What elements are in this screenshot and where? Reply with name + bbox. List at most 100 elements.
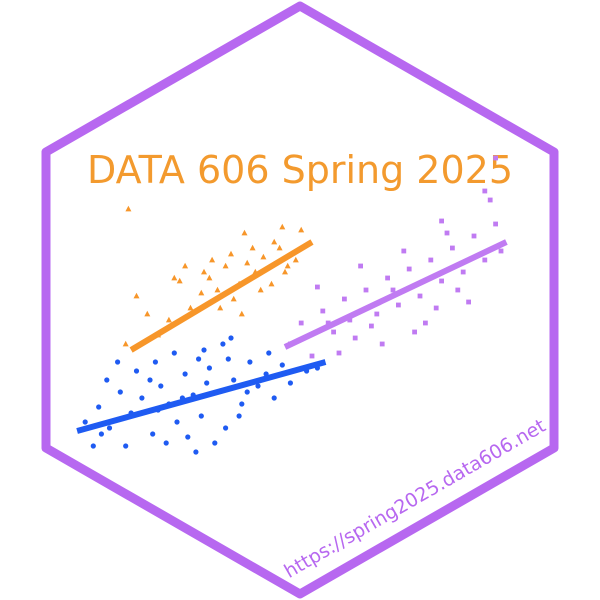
square-point — [498, 248, 504, 254]
triangle-point — [171, 274, 178, 281]
triangle-point — [122, 340, 129, 347]
square-point — [396, 302, 401, 308]
triangle-point — [249, 244, 256, 251]
square-point — [433, 305, 439, 311]
square-point — [390, 287, 396, 293]
triangle-point — [298, 226, 305, 233]
circle-point — [201, 347, 207, 353]
circle-point — [247, 359, 253, 365]
circle-point — [139, 395, 145, 401]
circle-point — [225, 356, 231, 362]
circle-point — [196, 356, 202, 362]
circle-point — [115, 359, 121, 365]
square-point — [374, 311, 380, 317]
triangle-point — [292, 256, 299, 263]
circle-point — [171, 350, 177, 356]
circle-point — [287, 380, 293, 386]
circle-point — [228, 335, 234, 341]
triangle-point — [187, 304, 194, 311]
triangle-point — [217, 304, 224, 311]
square-point — [423, 320, 428, 326]
circle-point — [266, 350, 272, 356]
square-point — [482, 257, 488, 263]
square-point — [320, 308, 326, 314]
circle-series-fit-line — [76, 359, 327, 434]
circle-point — [206, 365, 212, 371]
circle-point — [239, 401, 245, 407]
circle-point — [236, 413, 242, 419]
triangle-point — [244, 259, 251, 266]
circle-point — [133, 368, 140, 374]
circle-point — [152, 359, 158, 365]
circle-point — [123, 443, 129, 449]
hex-border — [41, 1, 559, 599]
circle-point — [90, 443, 96, 449]
circle-point — [231, 377, 237, 383]
square-point — [331, 329, 336, 335]
square-point — [358, 263, 363, 269]
triangle-point — [279, 223, 286, 230]
circle-point — [106, 425, 113, 431]
square-point — [428, 257, 434, 263]
triangle-point — [201, 268, 207, 275]
square-point — [412, 329, 417, 335]
circle-point — [147, 377, 153, 383]
circle-point — [185, 434, 191, 440]
circle-point — [220, 341, 226, 347]
triangle-point — [260, 253, 267, 260]
square-point — [385, 275, 390, 281]
triangle-point — [214, 286, 221, 293]
triangle-point — [241, 229, 248, 236]
circle-point — [204, 380, 210, 386]
triangle-point — [165, 316, 172, 323]
circle-point — [182, 371, 188, 377]
square-point — [336, 350, 342, 356]
triangle-point — [228, 250, 234, 257]
circle-point — [117, 389, 123, 395]
square-point — [417, 293, 423, 299]
square-point — [352, 335, 358, 341]
circle-point — [163, 440, 169, 446]
square-point — [309, 353, 315, 359]
square-point — [347, 317, 353, 323]
square-point — [493, 155, 498, 161]
square-point — [487, 197, 493, 203]
square-point — [471, 233, 477, 239]
triangle-point — [176, 277, 183, 284]
sticker-title: DATA 606 Spring 2025 — [87, 148, 513, 192]
square-point — [401, 248, 407, 254]
triangle-point — [222, 262, 229, 269]
square-point — [342, 296, 347, 302]
square-point — [450, 245, 455, 251]
circle-point — [193, 449, 199, 455]
triangle-point — [230, 295, 237, 302]
triangle-series-fit-line — [129, 239, 314, 353]
square-point — [325, 320, 331, 326]
square-point — [298, 320, 304, 326]
square-series-fit-line — [283, 239, 508, 350]
square-point — [444, 230, 450, 236]
triangle-point — [206, 274, 213, 281]
triangle-point — [209, 256, 216, 263]
triangle-point — [144, 310, 151, 317]
circle-point — [174, 419, 180, 425]
circle-point — [96, 404, 102, 410]
triangle-point — [198, 289, 205, 296]
circle-point — [279, 362, 285, 368]
square-point — [439, 218, 444, 224]
square-point — [406, 266, 412, 272]
circle-point — [98, 431, 104, 437]
circle-point — [198, 413, 204, 419]
square-point — [439, 278, 444, 284]
square-point — [466, 299, 471, 305]
square-point — [482, 188, 488, 194]
circle-point — [212, 440, 218, 446]
triangle-point — [271, 238, 278, 245]
circle-point — [223, 425, 229, 431]
triangle-point — [257, 286, 264, 293]
square-point — [369, 323, 374, 329]
square-point — [363, 287, 369, 293]
triangle-point — [268, 280, 275, 287]
triangle-point — [125, 205, 132, 212]
